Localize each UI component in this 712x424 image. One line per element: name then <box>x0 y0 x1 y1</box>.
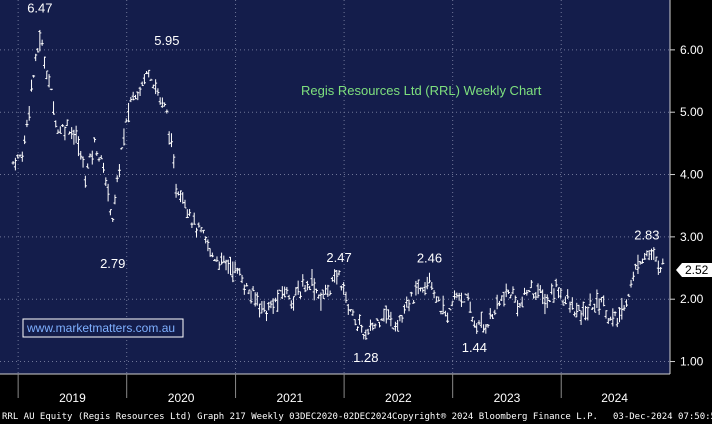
price-annotation: 1.28 <box>353 350 378 365</box>
footer-center: Copyright® 2024 Bloomberg Finance L.P. <box>392 412 598 422</box>
year-label: 2021 <box>276 391 303 405</box>
y-tick-labels: 6.00 5.00 4.00 3.00 2.00 1.00 <box>670 43 704 369</box>
year-label: 2022 <box>385 391 412 405</box>
y-tick-label: 2.00 <box>680 292 704 306</box>
price-annotation: 2.79 <box>100 256 125 271</box>
year-label: 2019 <box>59 391 86 405</box>
y-tick-label: 1.00 <box>680 355 704 369</box>
price-annotation: 2.83 <box>634 227 659 242</box>
year-label: 2023 <box>494 391 521 405</box>
y-tick-label: 6.00 <box>680 43 704 57</box>
x-axis-panel <box>0 374 712 408</box>
footer-right: 03-Dec-2024 07:50:57 <box>613 412 712 422</box>
price-annotations: 6.47 5.95 2.79 2.47 1.28 2.46 1.44 2.83 <box>27 1 659 366</box>
y-tick-label: 3.00 <box>680 230 704 244</box>
watermark-box[interactable]: www.marketmatters.com.au <box>22 318 184 338</box>
year-label: 2024 <box>601 391 628 405</box>
x-year-labels: 2019 2020 2021 2022 2023 2024 <box>17 374 628 405</box>
footer-left: RRL AU Equity (Regis Resources Ltd) Grap… <box>2 412 392 422</box>
price-annotation: 5.95 <box>154 33 179 48</box>
price-annotation: 2.47 <box>326 250 351 265</box>
last-price-tag: 2.52 <box>676 263 712 277</box>
y-tick-label: 4.00 <box>680 168 704 182</box>
price-annotation: 1.44 <box>462 340 487 355</box>
watermark-text[interactable]: www.marketmatters.com.au <box>26 321 175 335</box>
price-bars <box>11 29 665 340</box>
y-tick-label: 5.00 <box>680 105 704 119</box>
price-annotation: 2.46 <box>417 251 442 266</box>
last-price-label: 2.52 <box>685 263 709 277</box>
price-annotation: 6.47 <box>27 1 52 16</box>
y-axis-panel <box>670 0 712 374</box>
plot-area <box>0 0 670 374</box>
chart-title: Regis Resources Ltd (RRL) Weekly Chart <box>301 83 542 98</box>
year-label: 2020 <box>168 391 195 405</box>
